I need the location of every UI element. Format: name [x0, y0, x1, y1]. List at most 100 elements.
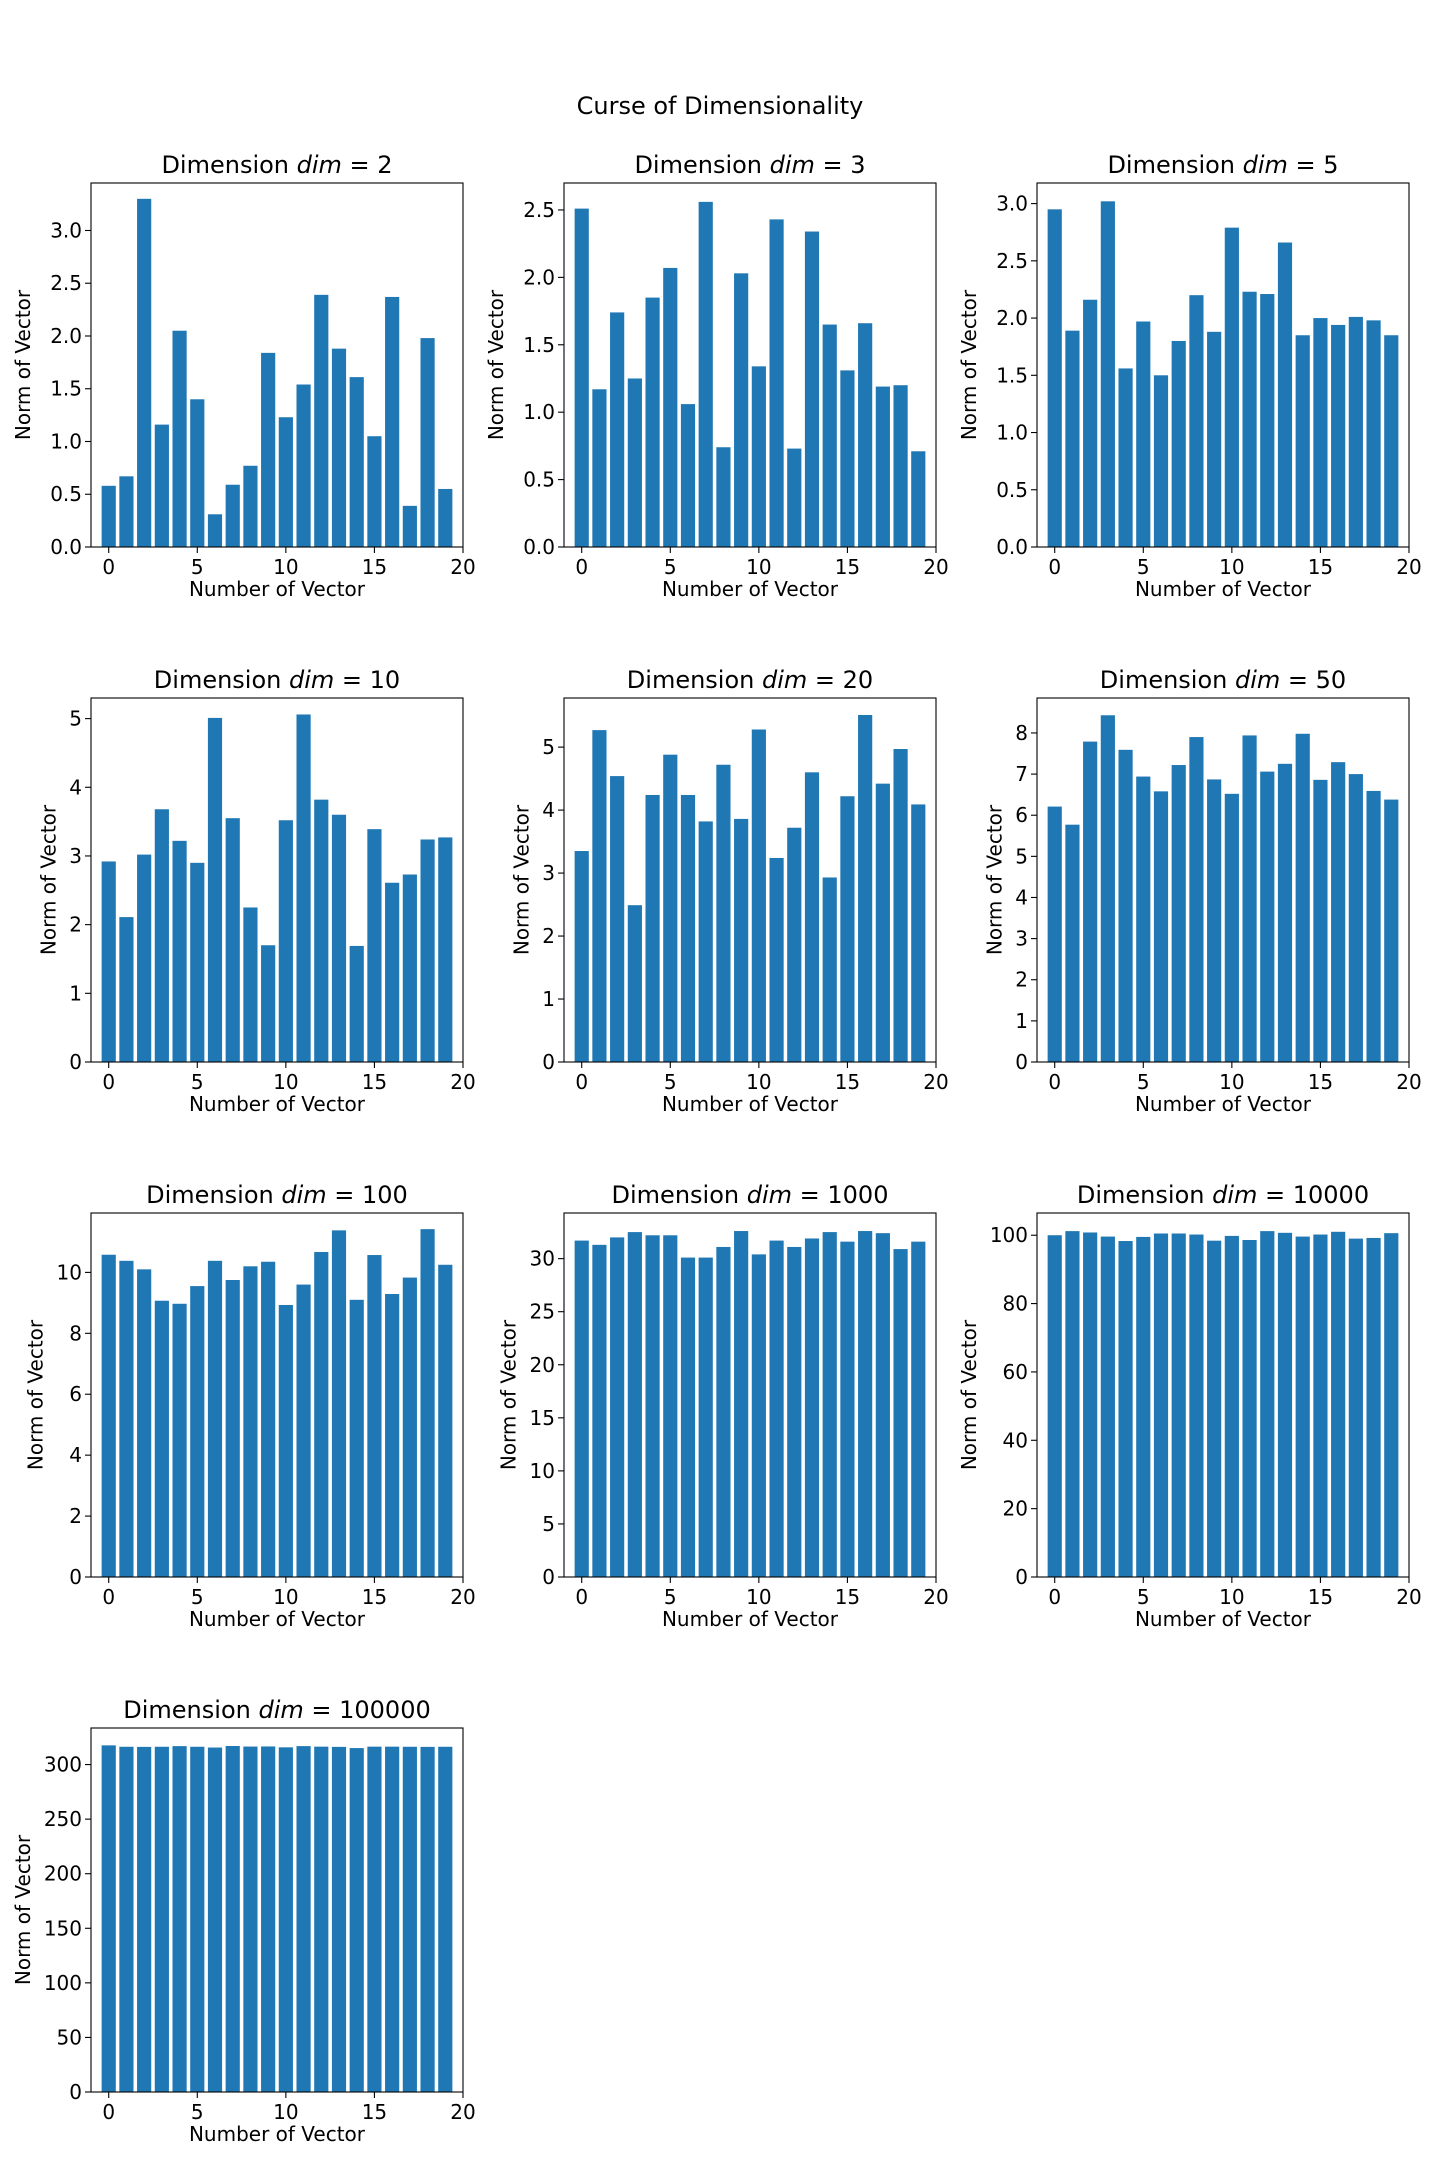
bar: [1384, 335, 1399, 547]
y-axis-label: Norm of Vector: [11, 1834, 35, 1985]
title-prefix: Dimension: [146, 1181, 281, 1209]
bar: [154, 1300, 169, 1577]
bar: [663, 267, 678, 547]
x-tick-label: 5: [1137, 1070, 1150, 1094]
bar: [1313, 1234, 1328, 1577]
title-prefix: Dimension: [612, 1181, 747, 1209]
y-tick-label: 1.0: [50, 429, 82, 453]
x-tick-label: 0: [102, 2100, 115, 2124]
bar: [402, 505, 417, 547]
bar: [154, 1746, 169, 2092]
bar: [137, 1746, 152, 2092]
axes-frame: [563, 182, 937, 548]
bar: [804, 772, 820, 1062]
bar: [385, 1294, 400, 1577]
title-variable: dim: [1235, 666, 1280, 694]
bar: [645, 1235, 660, 1577]
bar: [698, 201, 713, 547]
subplot-title: Dimension dim = 2: [161, 151, 392, 179]
bar: [137, 854, 152, 1062]
bar: [680, 794, 696, 1062]
bar: [875, 1233, 890, 1577]
x-axis-label: Number of Vector: [1135, 1607, 1312, 1631]
subplot-2: 0 5 10 15 20 0.0 0.5 1.0 1.5 2.0 2.5 3.0 Dimension d…: [957, 151, 1422, 601]
y-tick-label: 0.0: [523, 535, 555, 559]
bar: [119, 917, 134, 1062]
subplot-title: Dimension dim = 50: [1100, 666, 1346, 694]
x-tick-label: 10: [273, 2100, 298, 2124]
x-axis-label: Number of Vector: [1135, 577, 1312, 601]
y-tick-label: 1: [542, 987, 555, 1011]
y-tick-label: 0: [542, 1565, 555, 1589]
title-value: = 100: [327, 1181, 408, 1209]
title-value: = 5: [1288, 151, 1339, 179]
y-tick-label: 300: [44, 1753, 82, 1777]
y-axis-label: Norm of Vector: [11, 289, 35, 440]
x-tick-label: 5: [664, 1070, 677, 1094]
y-tick-label: 1.5: [50, 377, 82, 401]
x-tick-label: 10: [273, 1585, 298, 1609]
y-tick-label: 1.0: [523, 400, 555, 424]
bar: [278, 417, 293, 547]
bar: [769, 219, 784, 547]
bar: [769, 1240, 784, 1577]
y-tick-label: 1.0: [996, 421, 1028, 445]
bar: [1366, 790, 1381, 1062]
bar: [911, 451, 926, 547]
y-tick-label: 100: [990, 1223, 1028, 1247]
x-tick-label: 15: [1308, 1070, 1333, 1094]
y-tick-label: 2.5: [50, 271, 82, 295]
subplot-title: Dimension dim = 100: [146, 1181, 408, 1209]
x-tick-label: 20: [450, 1070, 475, 1094]
bar: [207, 514, 223, 547]
bar: [1153, 791, 1169, 1062]
subplot-title: Dimension dim = 20: [627, 666, 873, 694]
bar: [1348, 316, 1363, 547]
bar: [349, 1299, 364, 1577]
y-tick-label: 3: [1015, 927, 1028, 951]
bar: [610, 312, 625, 547]
bar: [438, 1746, 453, 2092]
y-tick-label: 2: [69, 913, 82, 937]
x-tick-label: 0: [102, 1070, 115, 1094]
x-tick-label: 20: [450, 1585, 475, 1609]
bar: [1171, 1233, 1186, 1577]
x-tick-label: 0: [1048, 555, 1061, 579]
bar: [1153, 1233, 1169, 1577]
x-tick-label: 10: [746, 1585, 771, 1609]
bar: [751, 366, 766, 547]
bar: [172, 330, 187, 547]
bar: [438, 837, 453, 1062]
bar: [1295, 1236, 1310, 1577]
x-tick-label: 5: [191, 1070, 204, 1094]
y-tick-label: 10: [530, 1459, 555, 1483]
bar: [875, 386, 890, 547]
x-tick-label: 15: [835, 1070, 860, 1094]
title-variable: dim: [258, 1696, 303, 1724]
x-tick-label: 5: [664, 555, 677, 579]
y-tick-label: 6: [69, 1382, 82, 1406]
y-tick-label: 4: [542, 798, 555, 822]
y-tick-label: 3: [542, 861, 555, 885]
bar: [1366, 320, 1381, 547]
bar: [225, 484, 240, 547]
y-tick-label: 40: [1003, 1428, 1028, 1452]
y-tick-label: 5: [542, 735, 555, 759]
bar: [592, 1244, 607, 1577]
bar: [1083, 299, 1098, 547]
bar: [420, 839, 435, 1062]
bar: [296, 1746, 311, 2092]
bar: [1065, 1231, 1080, 1577]
bar: [1189, 737, 1204, 1062]
title-value: = 1000: [792, 1181, 888, 1209]
y-tick-label: 0.5: [996, 478, 1028, 502]
bar: [822, 877, 837, 1062]
bar: [858, 715, 873, 1062]
y-tick-label: 0: [542, 1050, 555, 1074]
bar: [367, 1746, 382, 2092]
y-tick-label: 8: [69, 1321, 82, 1345]
x-axis-label: Number of Vector: [189, 1092, 366, 1116]
title-variable: dim: [762, 666, 807, 694]
bar: [840, 1241, 855, 1577]
y-tick-label: 8: [1015, 721, 1028, 745]
